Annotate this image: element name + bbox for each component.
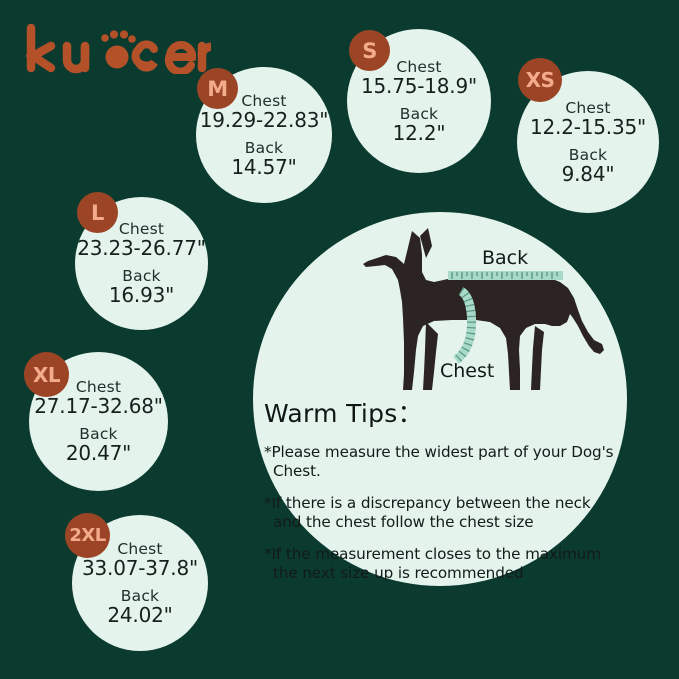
back-label: Back	[79, 425, 118, 443]
back-label: Back	[399, 104, 439, 123]
chest-label: Chest	[396, 57, 442, 76]
brand-logo	[26, 24, 211, 74]
size-badge-xl: XL	[24, 352, 69, 397]
chest-label: Chest	[117, 539, 163, 558]
chest-value: 15.75-18.9"	[360, 73, 477, 98]
back-measuring-tape	[448, 271, 563, 280]
warm-tips-block: Warm Tips： *Please measure the widest pa…	[264, 394, 614, 596]
chest-label: Chest	[75, 378, 122, 397]
back-value: 14.57"	[231, 154, 297, 179]
back-label: Back	[122, 267, 161, 285]
chest-value: 33.07-37.8"	[81, 555, 198, 580]
chest-label: Chest	[118, 220, 165, 239]
size-badge-xs: XS	[518, 58, 562, 102]
size-badge-l: L	[77, 192, 118, 233]
back-tape-label: Back	[482, 247, 528, 269]
size-bubble-xs: Chest 12.2-15.35" Back 9.84"	[517, 71, 659, 213]
size-badge-m: M	[197, 68, 238, 109]
back-value: 20.47"	[65, 441, 132, 466]
back-value: 16.93"	[108, 283, 175, 308]
back-label: Back	[120, 586, 160, 605]
paw-print-icon	[101, 30, 136, 69]
main-content-circle	[253, 212, 627, 586]
chest-value: 12.2-15.35"	[529, 114, 646, 139]
back-value: 24.02"	[107, 602, 173, 627]
chest-label: Chest	[241, 91, 287, 110]
chest-value: 27.17-32.68"	[34, 394, 163, 419]
warm-tip-item: *If the measurement closes to the maximu…	[264, 544, 601, 583]
warm-tip-item: *If there is a discrepancy between the n…	[264, 493, 591, 532]
dog-measurement-diagram: Back Chest	[330, 222, 620, 402]
back-label: Back	[244, 138, 284, 157]
dog-silhouette-icon	[363, 228, 604, 390]
back-value: 12.2"	[392, 120, 446, 145]
size-badge-2xl: 2XL	[65, 513, 110, 558]
warm-tip-item: *Please measure the widest part of your …	[264, 443, 614, 481]
chest-value: 23.23-26.77"	[77, 236, 206, 261]
chest-value: 19.29-22.83"	[199, 107, 329, 132]
chest-tape-label: Chest	[440, 360, 494, 382]
chest-measuring-tape	[453, 287, 477, 364]
warm-tips-title: Warm Tips：	[264, 399, 423, 428]
chest-label: Chest	[565, 98, 611, 117]
back-label: Back	[568, 145, 608, 164]
back-value: 9.84"	[561, 161, 615, 186]
size-badge-s: S	[349, 30, 390, 71]
size-bubble-s: Chest 15.75-18.9" Back 12.2"	[347, 29, 491, 173]
